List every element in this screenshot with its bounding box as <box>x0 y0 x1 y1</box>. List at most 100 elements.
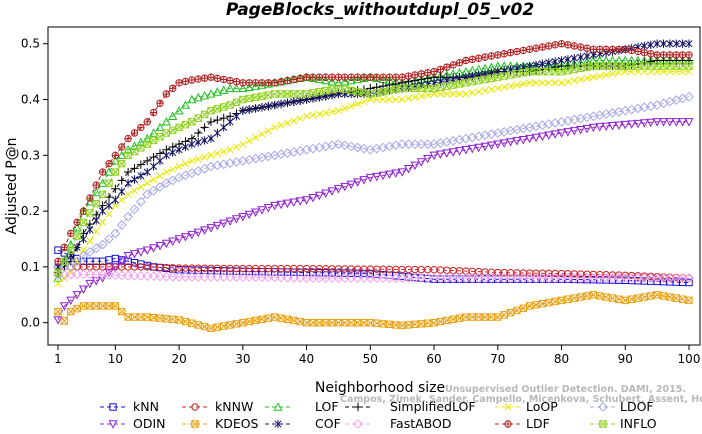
legend-marker-loop <box>504 403 512 411</box>
data-point-ldof <box>397 139 408 150</box>
data-point-loop <box>532 79 540 87</box>
data-point-kdeos <box>290 316 298 325</box>
data-point-inflo <box>105 179 113 187</box>
data-point-ldf <box>251 79 260 87</box>
data-point-inflo <box>175 123 183 132</box>
data-point-cof <box>583 51 591 61</box>
data-point-ldf <box>545 42 553 50</box>
data-point-odin <box>78 285 89 294</box>
data-point-ldf <box>264 79 273 87</box>
data-point-loop <box>436 90 444 98</box>
data-point-fastabod <box>607 273 618 283</box>
data-point-odin <box>282 199 292 209</box>
data-point-lof <box>244 82 254 91</box>
data-point-fastabod <box>626 273 637 283</box>
data-point-ldf <box>640 49 649 57</box>
data-point-odin <box>588 123 598 133</box>
data-point-kdeos <box>525 302 534 310</box>
data-point-odin <box>365 173 375 183</box>
legend-marker-knnw <box>191 403 199 411</box>
data-point-simplifiedlof <box>149 152 158 162</box>
data-point-ldf <box>468 55 476 63</box>
data-point-kdeos <box>207 324 215 332</box>
data-point-odin <box>66 296 76 306</box>
data-point-ldf <box>302 73 311 81</box>
data-point-odin <box>474 143 484 153</box>
legend-item-lof: LOF <box>265 399 339 414</box>
data-point-loop <box>188 157 196 165</box>
legend-marker-knn <box>109 403 117 411</box>
data-point-fastabod <box>562 273 573 283</box>
x-tick-label: 60 <box>426 352 441 366</box>
data-point-fastabod <box>658 273 669 283</box>
data-point-kdeos <box>181 317 190 326</box>
data-point-cof <box>207 134 215 143</box>
data-point-lof <box>180 100 191 109</box>
data-point-lof <box>104 167 114 176</box>
y-tick-label: 0.0 <box>21 316 40 330</box>
data-point-odin <box>225 217 235 226</box>
data-point-fastabod <box>435 273 446 283</box>
legend-marker-fastabod <box>353 419 363 429</box>
data-point-fastabod <box>512 273 522 283</box>
data-point-fastabod <box>155 271 165 282</box>
data-point-fastabod <box>339 273 350 283</box>
legend-label-ldf: LDF <box>526 416 550 431</box>
data-point-cof <box>538 59 546 69</box>
data-point-odin <box>187 230 197 240</box>
data-point-odin <box>582 124 592 134</box>
legend-item-fastabod: FastABOD <box>345 416 452 431</box>
data-point-ldof <box>422 139 433 150</box>
data-point-lof <box>263 79 273 88</box>
x-tick-label: 50 <box>363 352 378 366</box>
data-point-ldof <box>359 143 369 154</box>
data-point-lof <box>117 150 127 160</box>
data-point-loop <box>449 90 457 98</box>
data-point-ldf <box>277 78 285 86</box>
data-point-cof <box>169 148 177 157</box>
data-point-loop <box>513 81 521 89</box>
data-point-lof <box>136 137 146 146</box>
data-point-odin <box>333 185 343 194</box>
data-point-kdeos <box>360 318 368 327</box>
data-point-inflo <box>379 88 387 96</box>
data-point-odin <box>397 168 407 177</box>
data-point-kdeos <box>264 314 273 322</box>
data-point-odin <box>59 302 69 311</box>
data-point-kdeos <box>251 316 260 325</box>
data-point-loop <box>608 70 617 78</box>
data-point-fastabod <box>308 273 318 283</box>
data-point-loop <box>551 79 559 87</box>
legend-item-ldf: LDF <box>495 416 550 431</box>
data-point-simplifiedlof <box>136 160 146 169</box>
data-point-odin <box>576 125 586 135</box>
data-point-fastabod <box>524 273 535 283</box>
data-point-odin <box>544 131 554 140</box>
x-tick-label: 80 <box>554 352 569 366</box>
data-point-odin <box>442 149 452 158</box>
legend-label-inflo: INFLO <box>620 416 657 431</box>
data-point-ldf <box>92 181 100 189</box>
data-point-fastabod <box>441 273 452 283</box>
data-point-fastabod <box>378 273 388 283</box>
data-point-cof <box>79 234 88 244</box>
data-point-odin <box>270 201 280 211</box>
data-point-loop <box>455 90 464 98</box>
data-point-kdeos <box>500 311 508 319</box>
data-point-inflo <box>309 89 317 97</box>
series-line-odin <box>57 121 689 321</box>
data-point-loop <box>462 90 470 98</box>
data-point-odin <box>391 169 401 178</box>
data-point-odin <box>327 187 337 196</box>
data-point-fastabod <box>601 273 612 283</box>
data-point-odin <box>244 210 254 220</box>
data-point-inflo <box>111 168 120 176</box>
data-point-cof <box>271 100 279 110</box>
data-point-ldf <box>341 73 349 81</box>
data-point-odin <box>461 146 471 155</box>
data-point-inflo <box>245 94 253 103</box>
legend-marker-ldf <box>504 420 512 428</box>
data-point-odin <box>404 165 414 174</box>
data-point-kdeos <box>564 295 572 303</box>
data-point-ldf <box>321 73 330 81</box>
